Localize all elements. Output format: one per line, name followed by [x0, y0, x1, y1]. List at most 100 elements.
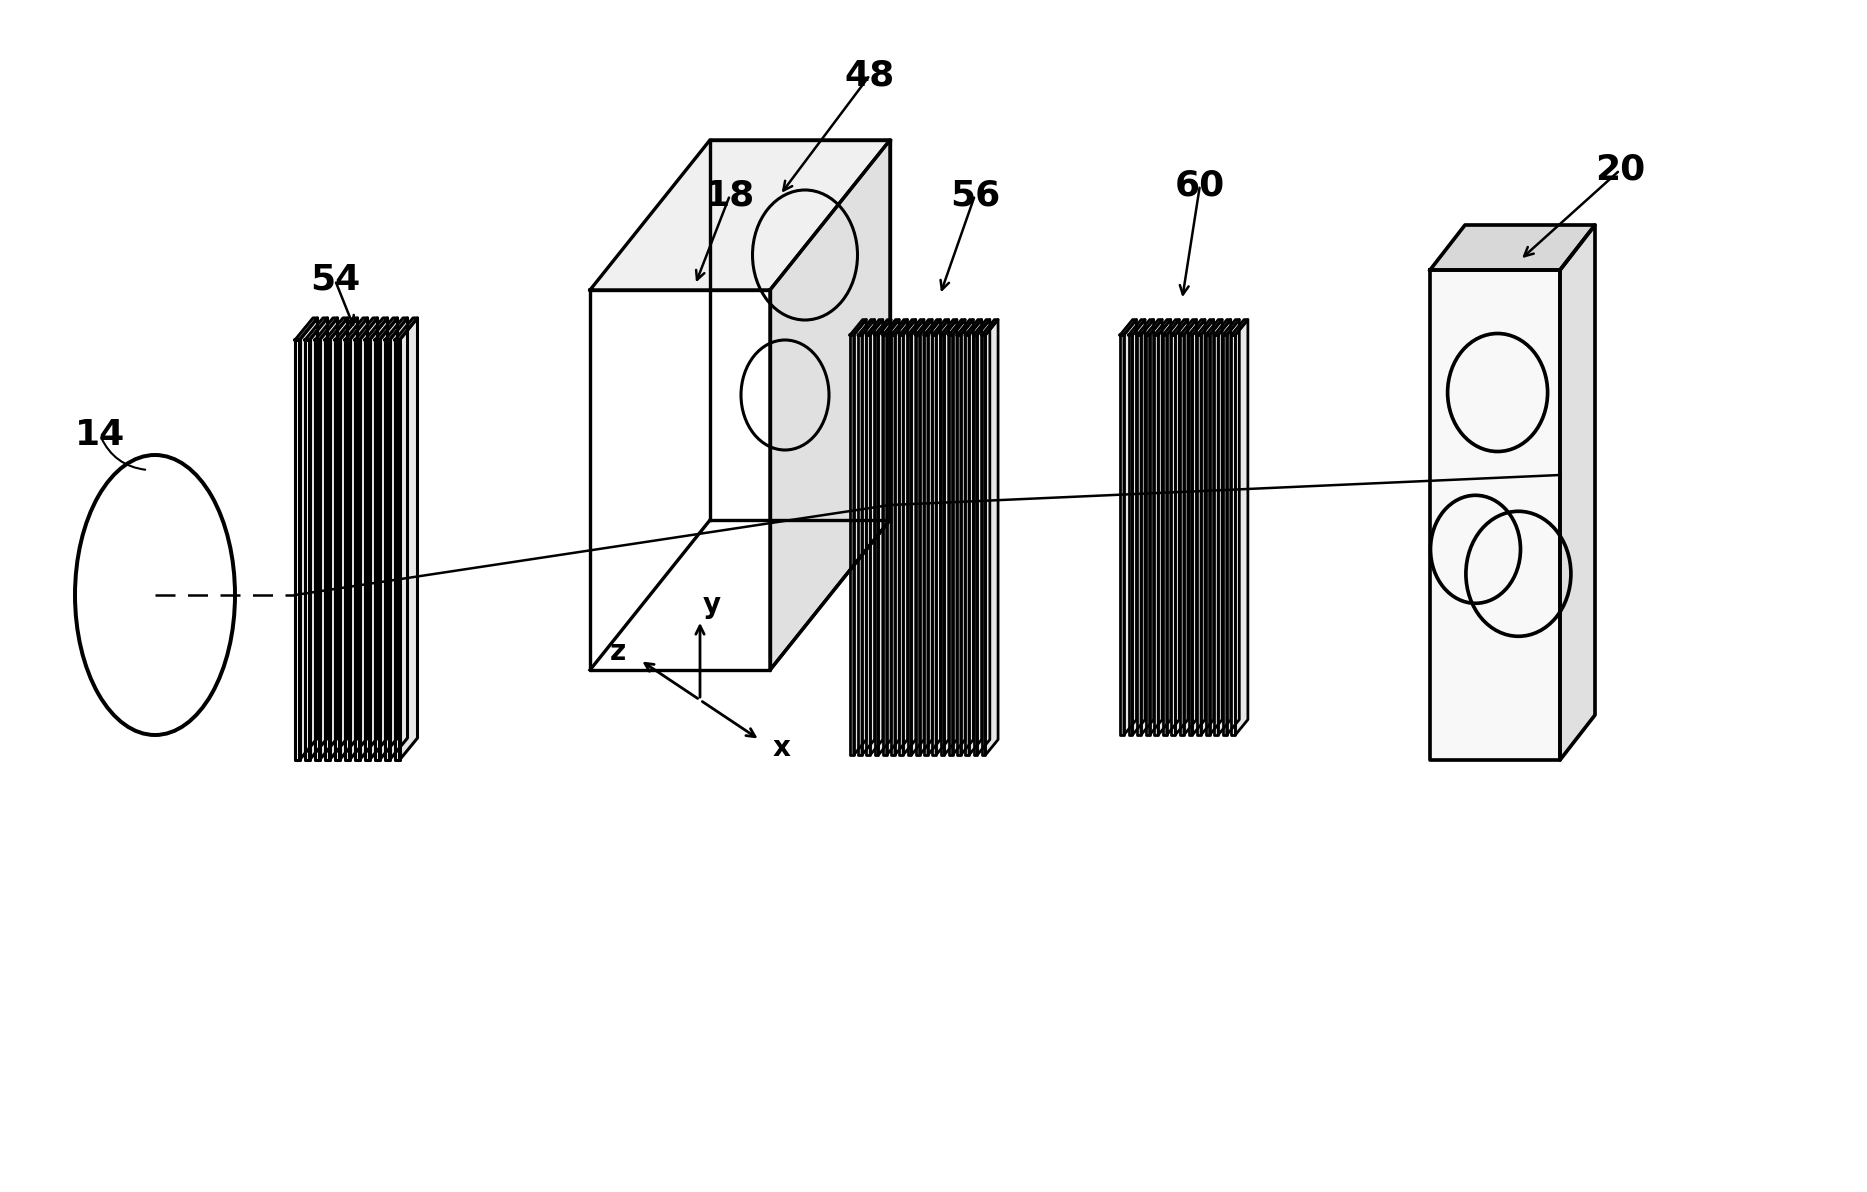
Polygon shape	[849, 319, 866, 335]
Text: 60: 60	[1174, 168, 1225, 201]
Polygon shape	[941, 335, 945, 755]
Polygon shape	[982, 319, 999, 335]
Text: 20: 20	[1594, 153, 1645, 187]
Polygon shape	[876, 319, 891, 335]
Polygon shape	[1200, 319, 1214, 735]
Polygon shape	[345, 318, 368, 340]
Polygon shape	[1227, 319, 1240, 735]
Polygon shape	[1214, 319, 1230, 335]
Polygon shape	[904, 319, 915, 755]
Polygon shape	[1561, 225, 1594, 760]
Polygon shape	[866, 319, 883, 335]
Polygon shape	[887, 319, 900, 755]
Polygon shape	[935, 319, 948, 755]
Polygon shape	[325, 318, 347, 340]
Polygon shape	[1146, 335, 1150, 735]
Polygon shape	[366, 340, 370, 760]
Polygon shape	[894, 319, 907, 755]
Polygon shape	[1171, 319, 1187, 335]
Polygon shape	[917, 319, 932, 335]
Polygon shape	[952, 319, 965, 755]
Polygon shape	[334, 340, 340, 760]
Polygon shape	[1184, 319, 1197, 735]
Polygon shape	[986, 319, 999, 755]
Polygon shape	[1124, 319, 1137, 735]
Polygon shape	[1171, 335, 1176, 735]
Polygon shape	[1158, 319, 1171, 735]
Polygon shape	[379, 318, 398, 760]
Polygon shape	[1210, 319, 1223, 735]
Polygon shape	[396, 340, 400, 760]
Polygon shape	[299, 318, 317, 760]
Polygon shape	[385, 318, 407, 340]
Polygon shape	[920, 319, 932, 755]
Polygon shape	[1180, 335, 1184, 735]
Polygon shape	[319, 318, 338, 760]
Polygon shape	[863, 319, 874, 755]
Polygon shape	[400, 318, 418, 760]
Polygon shape	[911, 319, 924, 755]
Polygon shape	[945, 319, 958, 755]
Polygon shape	[891, 335, 894, 755]
Polygon shape	[853, 319, 866, 755]
Polygon shape	[1120, 335, 1124, 735]
Polygon shape	[360, 318, 377, 760]
Polygon shape	[1146, 319, 1161, 335]
Polygon shape	[345, 340, 349, 760]
Polygon shape	[1133, 319, 1144, 735]
Polygon shape	[924, 335, 928, 755]
Polygon shape	[973, 319, 990, 335]
Text: 56: 56	[950, 178, 1001, 212]
Polygon shape	[859, 335, 863, 755]
Polygon shape	[1189, 319, 1204, 335]
Text: 54: 54	[310, 263, 360, 297]
Polygon shape	[1163, 335, 1167, 735]
Polygon shape	[928, 319, 941, 755]
Polygon shape	[1223, 319, 1240, 335]
Polygon shape	[370, 318, 388, 760]
Polygon shape	[876, 335, 877, 755]
Polygon shape	[1176, 319, 1187, 735]
Polygon shape	[316, 318, 338, 340]
Polygon shape	[870, 319, 883, 755]
Polygon shape	[1223, 335, 1227, 735]
Polygon shape	[1180, 319, 1197, 335]
Polygon shape	[859, 319, 874, 335]
Polygon shape	[982, 335, 986, 755]
Polygon shape	[941, 319, 958, 335]
Polygon shape	[1163, 319, 1180, 335]
Polygon shape	[932, 319, 948, 335]
Polygon shape	[883, 319, 900, 335]
Polygon shape	[877, 319, 891, 755]
Polygon shape	[900, 335, 904, 755]
Polygon shape	[1193, 319, 1204, 735]
Polygon shape	[375, 340, 379, 760]
Polygon shape	[375, 318, 398, 340]
Polygon shape	[316, 340, 319, 760]
Polygon shape	[932, 335, 935, 755]
Polygon shape	[1232, 319, 1247, 335]
Polygon shape	[917, 335, 920, 755]
Polygon shape	[924, 319, 941, 335]
Polygon shape	[907, 335, 911, 755]
Polygon shape	[1206, 335, 1210, 735]
Polygon shape	[1128, 335, 1133, 735]
Polygon shape	[958, 335, 962, 755]
Text: z: z	[611, 638, 625, 666]
Polygon shape	[349, 318, 368, 760]
Polygon shape	[866, 335, 870, 755]
Polygon shape	[1206, 319, 1223, 335]
Polygon shape	[329, 318, 347, 760]
Polygon shape	[1120, 319, 1137, 335]
Polygon shape	[1189, 335, 1193, 735]
Polygon shape	[849, 335, 853, 755]
Polygon shape	[325, 340, 329, 760]
Polygon shape	[295, 340, 299, 760]
Polygon shape	[973, 335, 976, 755]
Polygon shape	[948, 319, 965, 335]
Polygon shape	[769, 139, 891, 670]
Polygon shape	[295, 318, 317, 340]
Polygon shape	[304, 318, 327, 340]
Polygon shape	[385, 340, 390, 760]
Polygon shape	[310, 318, 327, 760]
